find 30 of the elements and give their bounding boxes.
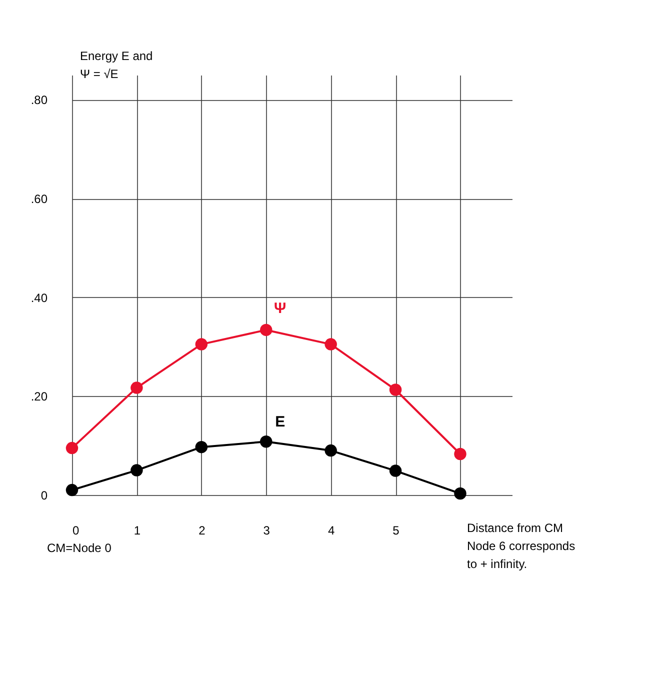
point (260, 324, 272, 336)
text: CM=Node 0 (47, 541, 112, 555)
series-label: Ψ (274, 300, 286, 317)
point (389, 464, 402, 477)
x-tick-label: 0 (72, 524, 80, 538)
y-tick-label: .40 (30, 290, 48, 305)
point (130, 464, 143, 476)
point (260, 436, 272, 448)
point (66, 484, 78, 496)
series-label: E (275, 414, 286, 431)
point (324, 338, 337, 350)
x-tick-label: 2 (198, 524, 206, 538)
y-tick-label: .60 (30, 192, 48, 206)
point (454, 487, 466, 500)
point (195, 440, 208, 454)
point (66, 442, 78, 454)
x-tick-label: 5 (392, 524, 400, 538)
y-tick-label: .20 (30, 390, 48, 404)
x-axis-title: Distance from CM Node 6 corresponds to + infinity. (467, 521, 576, 571)
point (389, 384, 402, 396)
x-tick-label: 1 (134, 524, 141, 538)
y-axis-title: Energy E and Ψ = √E (80, 49, 153, 81)
point (324, 444, 337, 457)
x-tick-label: 4 (328, 524, 335, 538)
point (454, 448, 466, 460)
y-tick-label: .80 (30, 93, 48, 108)
point (130, 382, 143, 394)
x-tick-label: 3 (263, 524, 270, 538)
point (195, 338, 208, 350)
y-tick-label: 0 (40, 488, 48, 502)
